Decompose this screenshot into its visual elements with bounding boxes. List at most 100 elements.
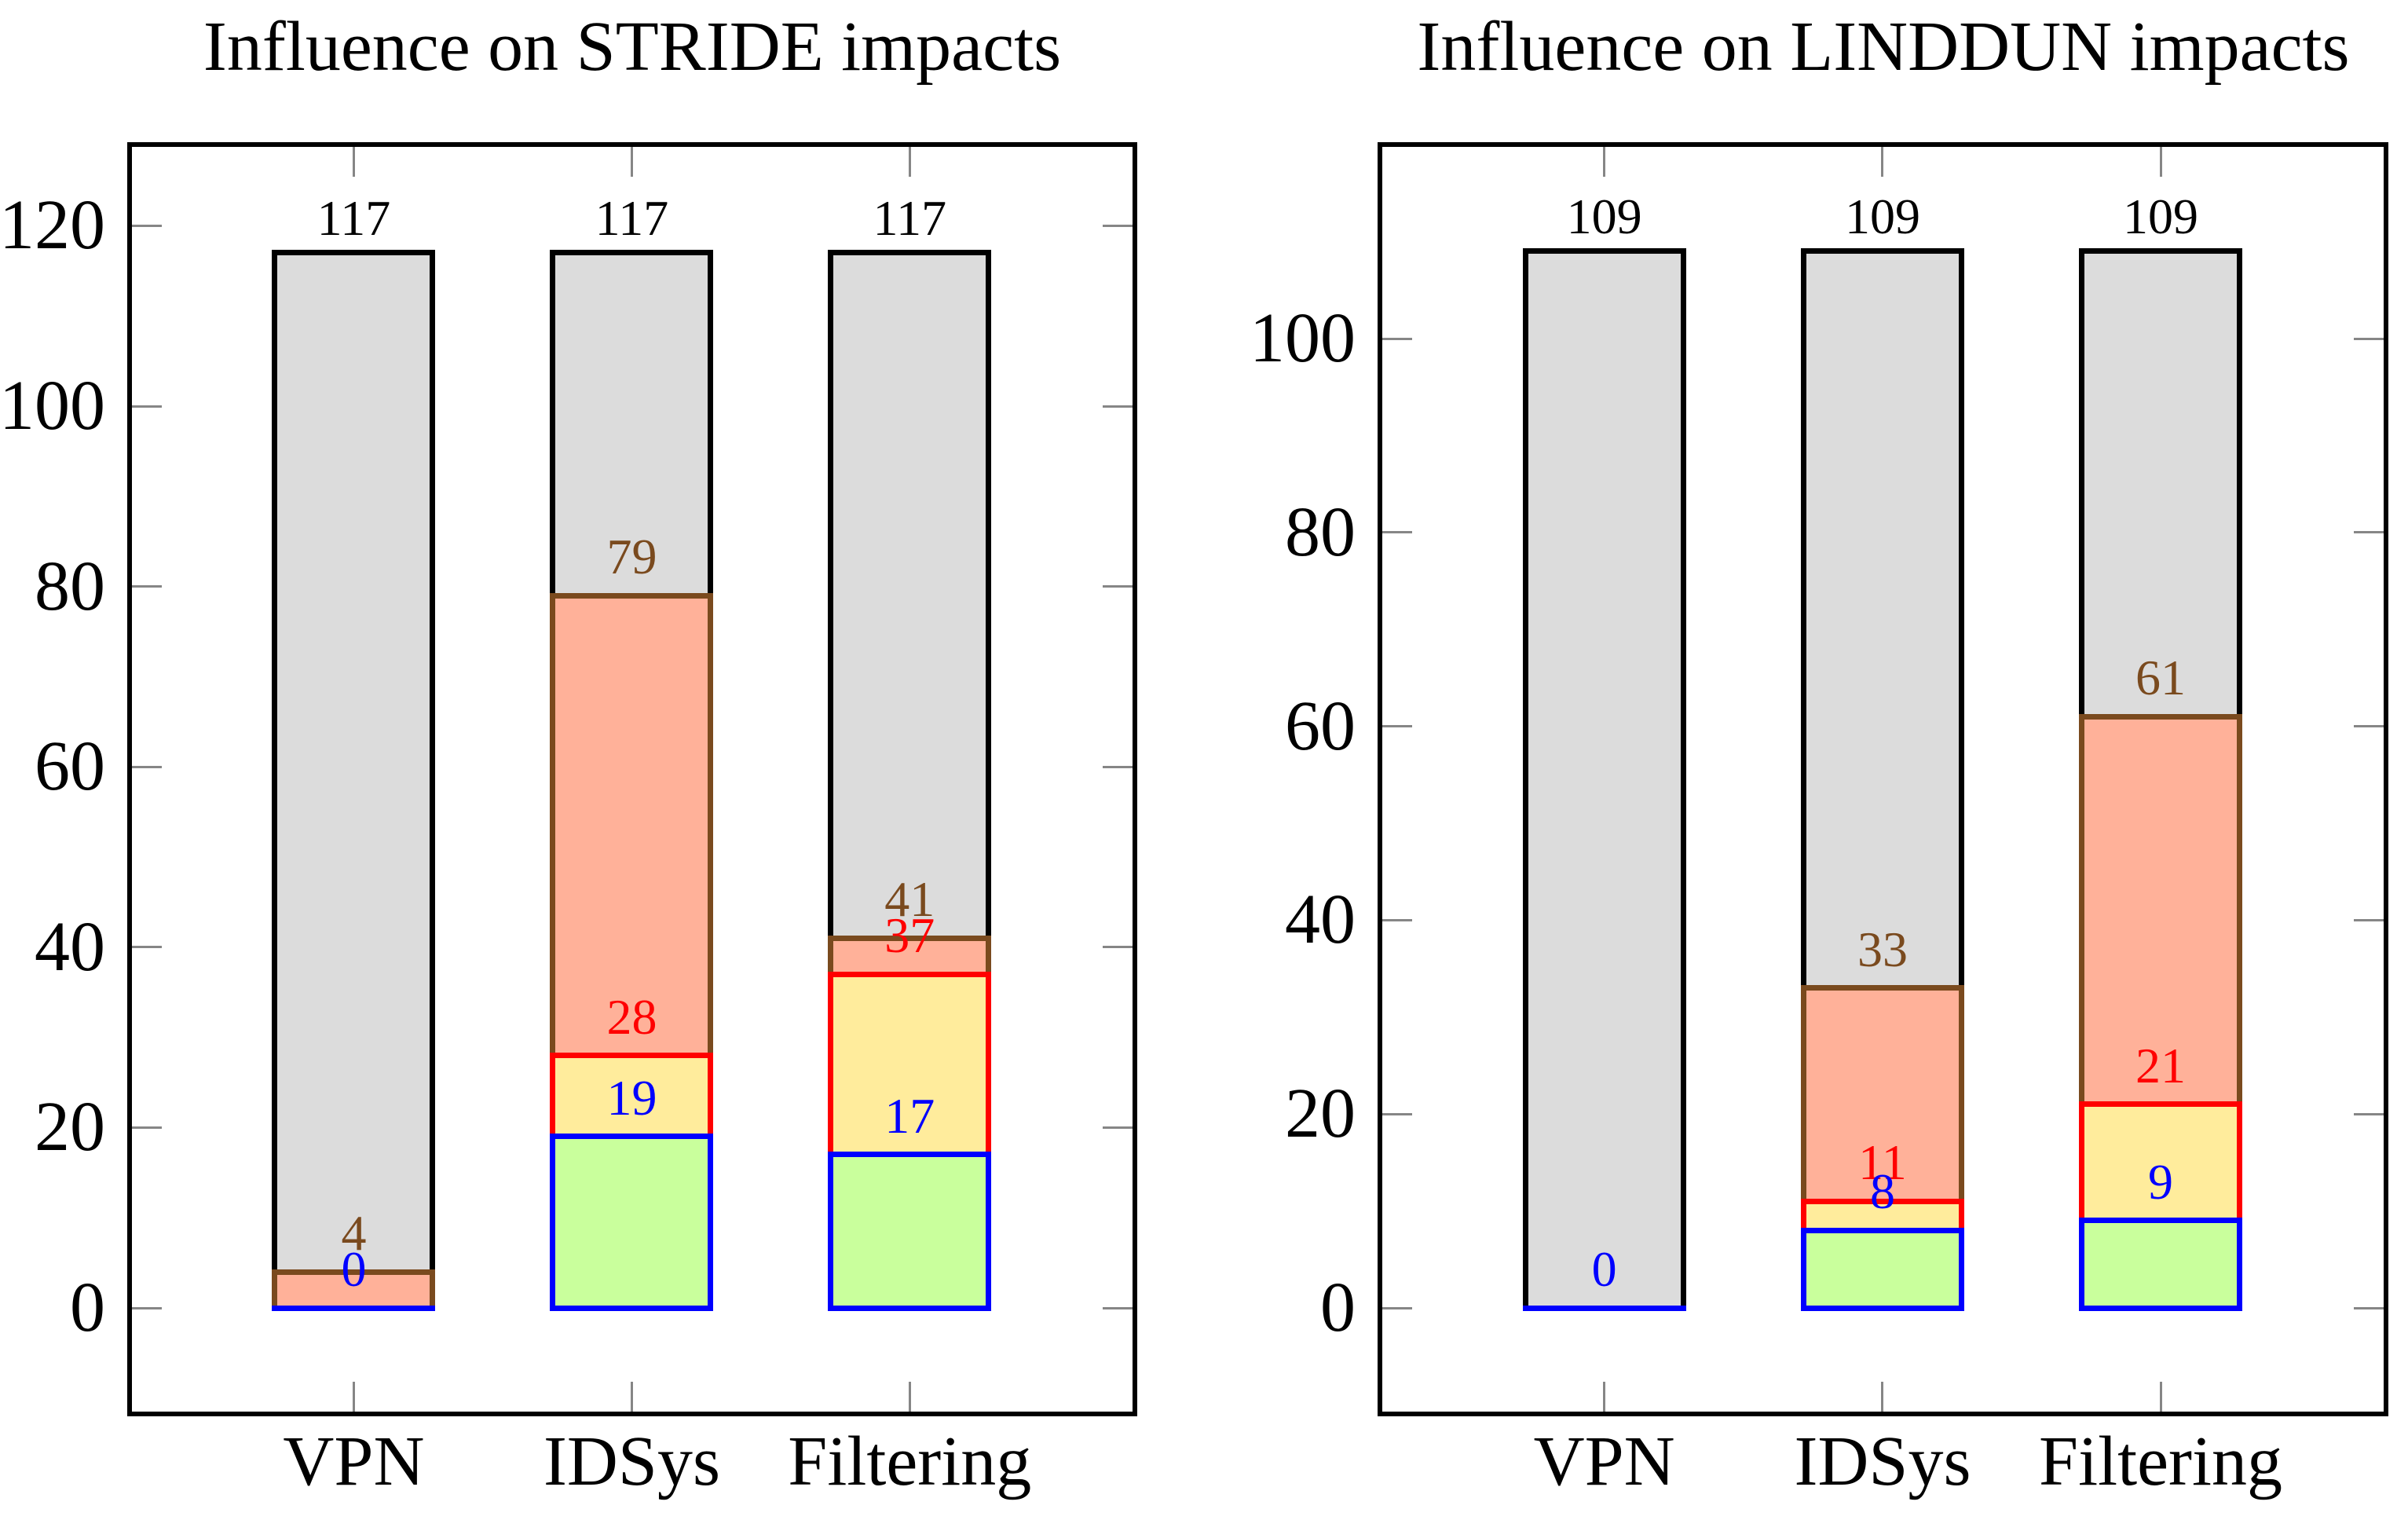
y-tick — [2354, 531, 2384, 534]
x-tick — [630, 147, 633, 177]
y-axis-label: 0 — [1320, 1269, 1356, 1346]
bar-segment-brown-salmon — [2079, 713, 2243, 1108]
bar-segment-blue-green — [550, 1134, 714, 1311]
y-tick — [132, 946, 162, 949]
x-category-label-idsys: IDSys — [1794, 1423, 1971, 1500]
x-tick — [1881, 1382, 1884, 1412]
y-tick — [2354, 725, 2384, 728]
y-tick — [1103, 946, 1133, 949]
y-axis-label: 20 — [35, 1088, 105, 1167]
y-tick — [1103, 1126, 1133, 1129]
value-label-4: 4 — [341, 1205, 367, 1262]
bar-segment-gray-total — [1522, 248, 1686, 1311]
bar-segment-red-yellow — [828, 971, 992, 1158]
value-label-79: 79 — [606, 529, 657, 585]
value-label-9: 9 — [2148, 1153, 2174, 1210]
bar-segment-red-yellow — [550, 1053, 714, 1140]
y-tick — [132, 1126, 162, 1129]
y-tick — [1382, 918, 1412, 921]
value-label-8: 8 — [1869, 1163, 1895, 1220]
x-tick — [352, 147, 355, 177]
y-tick — [1103, 765, 1133, 768]
value-label-21: 21 — [2135, 1037, 2187, 1093]
y-tick — [1103, 405, 1133, 408]
y-tick — [2354, 337, 2384, 340]
y-tick — [1103, 585, 1133, 588]
y-axis-label: 100 — [0, 367, 105, 445]
y-axis-label: 40 — [35, 907, 105, 986]
value-label-11: 11 — [1858, 1134, 1907, 1191]
x-category-label-idsys: IDSys — [543, 1423, 721, 1500]
y-axis-label: 60 — [35, 727, 105, 806]
x-tick — [1603, 147, 1606, 177]
bar-segment-blue-green — [828, 1152, 992, 1311]
value-label-17: 17 — [884, 1087, 935, 1144]
value-label-61: 61 — [2135, 650, 2187, 706]
y-axis-label: 100 — [1250, 299, 1356, 377]
y-axis-label: 80 — [1285, 493, 1356, 571]
y-axis-label: 120 — [0, 186, 105, 265]
stride-plot-area: 117 4 0 117 79 28 19 117 41 37 17 — [127, 142, 1137, 1416]
y-tick — [132, 585, 162, 588]
y-tick — [132, 1306, 162, 1309]
y-tick — [132, 765, 162, 768]
bar-line-blue-green — [272, 1305, 436, 1311]
y-axis-label: 40 — [1285, 881, 1356, 959]
value-label-28: 28 — [606, 988, 657, 1045]
y-tick — [1382, 725, 1412, 728]
x-category-label-vpn: VPN — [1533, 1423, 1675, 1500]
y-axis-label: 20 — [1285, 1075, 1356, 1153]
value-label-0: 0 — [341, 1241, 367, 1297]
y-tick — [1382, 337, 1412, 340]
value-label-109: 109 — [2123, 188, 2199, 244]
bar-segment-gray-total — [1800, 248, 1964, 991]
y-tick — [1103, 224, 1133, 227]
x-category-label-filtering: Filtering — [788, 1423, 1032, 1500]
y-tick — [2354, 1112, 2384, 1115]
y-tick — [1382, 1112, 1412, 1115]
bar-segment-blue-green — [1800, 1227, 1964, 1311]
y-axis-label: 0 — [70, 1269, 105, 1346]
bar-segment-brown-salmon — [1800, 985, 1964, 1204]
x-tick — [630, 1382, 633, 1412]
linddun-chart-title: Influence on LINDDUN impacts — [1417, 8, 2350, 86]
y-tick — [1382, 1306, 1412, 1309]
x-tick — [908, 1382, 911, 1412]
value-label-109: 109 — [1566, 188, 1642, 244]
bar-segment-red-yellow — [2079, 1101, 2243, 1224]
y-tick — [1103, 1306, 1133, 1309]
bar-segment-gray-total — [828, 250, 992, 941]
y-tick — [132, 405, 162, 408]
value-label-109: 109 — [1844, 188, 1920, 244]
y-tick — [2354, 918, 2384, 921]
bar-segment-blue-green — [2079, 1218, 2243, 1311]
bar-segment-brown-salmon — [550, 592, 714, 1059]
y-axis-label: 60 — [1285, 687, 1356, 765]
bar-segment-gray-total — [2079, 248, 2243, 720]
bar-segment-gray-total — [550, 250, 714, 599]
x-tick — [352, 1382, 355, 1412]
x-tick — [2159, 1382, 2162, 1412]
value-label-117: 117 — [873, 189, 947, 246]
value-label-0: 0 — [1591, 1241, 1617, 1297]
x-category-label-filtering: Filtering — [2039, 1423, 2283, 1500]
x-tick — [908, 147, 911, 177]
value-label-19: 19 — [606, 1069, 657, 1126]
bar-line-blue-green — [1522, 1305, 1686, 1311]
value-label-37: 37 — [884, 907, 935, 964]
value-label-117: 117 — [317, 189, 391, 246]
bar-segment-gray-total — [272, 250, 436, 1275]
value-label-41: 41 — [884, 871, 935, 928]
x-category-label-vpn: VPN — [283, 1423, 425, 1500]
y-axis-label: 80 — [35, 547, 105, 625]
value-label-33: 33 — [1857, 921, 1908, 977]
value-label-117: 117 — [595, 189, 669, 246]
y-tick — [1382, 531, 1412, 534]
y-tick — [2354, 1306, 2384, 1309]
stride-chart-title: Influence on STRIDE impacts — [203, 8, 1062, 86]
x-tick — [2159, 147, 2162, 177]
linddun-plot-area: 109 0 109 33 11 8 109 61 21 9 — [1378, 142, 2388, 1416]
x-tick — [1881, 147, 1884, 177]
x-tick — [1603, 1382, 1606, 1412]
